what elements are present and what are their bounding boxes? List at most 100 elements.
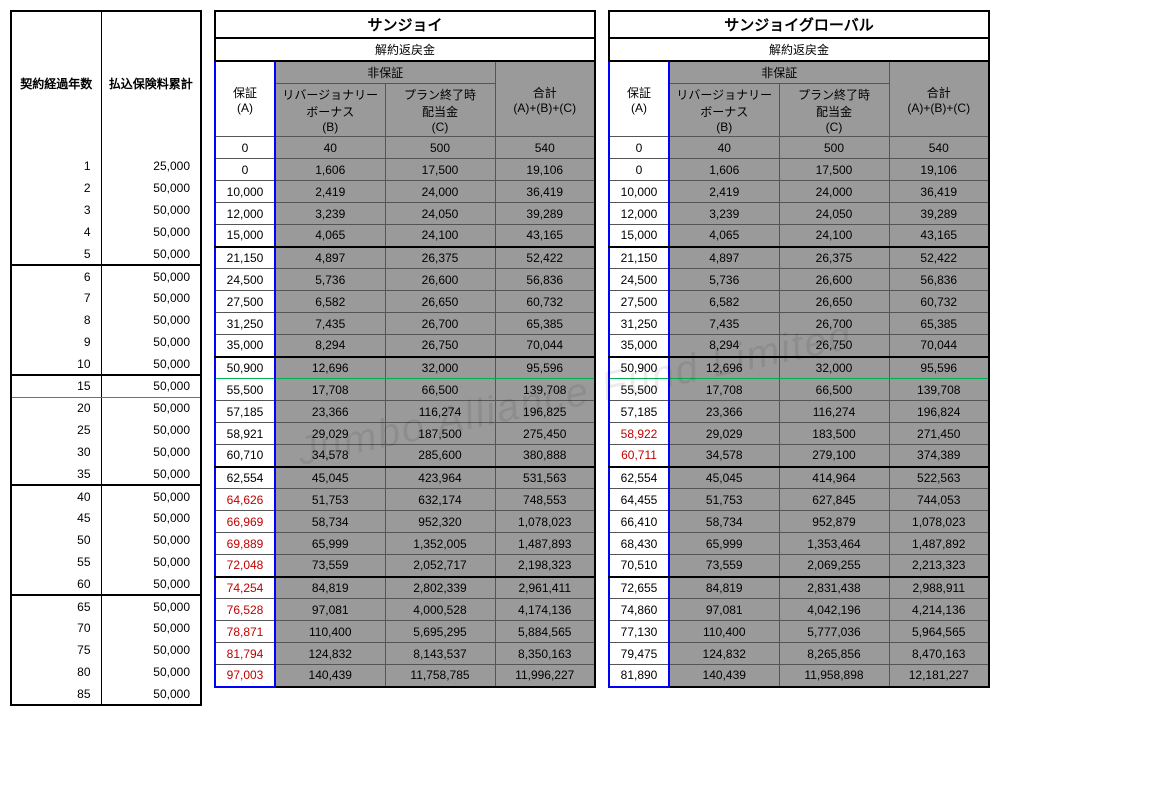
data-row: 72,65584,8192,831,4382,988,911 [609, 577, 989, 599]
left-row: 2050,000 [11, 397, 201, 419]
cell-b: 2,419 [669, 181, 779, 203]
data-row: 15,0004,06524,10043,165 [609, 225, 989, 247]
cell-d: 1,078,023 [495, 511, 595, 533]
data-row: 60,71034,578285,600380,888 [215, 445, 595, 467]
cell-c: 5,777,036 [779, 621, 889, 643]
cell-year: 30 [11, 441, 101, 463]
cell-d: 12,181,227 [889, 665, 989, 687]
cell-d: 4,214,136 [889, 599, 989, 621]
cell-a: 0 [609, 159, 669, 181]
cell-d: 36,419 [889, 181, 989, 203]
cell-premium: 50,000 [101, 375, 201, 397]
cell-b: 17,708 [669, 379, 779, 401]
cell-a: 81,890 [609, 665, 669, 687]
data-row: 040500540 [609, 137, 989, 159]
cell-c: 66,500 [385, 379, 495, 401]
cell-premium: 50,000 [101, 617, 201, 639]
cell-premium: 50,000 [101, 397, 201, 419]
cell-b: 124,832 [669, 643, 779, 665]
left-row: 7550,000 [11, 639, 201, 661]
cell-a: 24,500 [609, 269, 669, 291]
cell-c: 1,353,464 [779, 533, 889, 555]
data-row: 68,43065,9991,353,4641,487,892 [609, 533, 989, 555]
cell-d: 748,553 [495, 489, 595, 511]
product-title: サンジョイグローバル [609, 11, 989, 38]
cell-c: 632,174 [385, 489, 495, 511]
cell-premium: 50,000 [101, 463, 201, 485]
cell-c: 24,050 [779, 203, 889, 225]
cell-d: 380,888 [495, 445, 595, 467]
cell-b: 45,045 [275, 467, 385, 489]
cell-d: 271,450 [889, 423, 989, 445]
cell-c: 26,650 [779, 291, 889, 313]
cell-a: 55,500 [609, 379, 669, 401]
left-row: 750,000 [11, 287, 201, 309]
left-row: 5550,000 [11, 551, 201, 573]
cell-d: 5,884,565 [495, 621, 595, 643]
cell-year: 60 [11, 573, 101, 595]
cell-a: 12,000 [609, 203, 669, 225]
cell-c: 279,100 [779, 445, 889, 467]
data-row: 76,52897,0814,000,5284,174,136 [215, 599, 595, 621]
cell-year: 65 [11, 595, 101, 617]
cell-d: 744,053 [889, 489, 989, 511]
data-row: 35,0008,29426,75070,044 [609, 335, 989, 357]
cell-c: 26,750 [385, 335, 495, 357]
cell-d: 36,419 [495, 181, 595, 203]
cell-a: 68,430 [609, 533, 669, 555]
cell-b: 73,559 [669, 555, 779, 577]
cell-b: 8,294 [275, 335, 385, 357]
data-row: 27,5006,58226,65060,732 [215, 291, 595, 313]
cell-d: 139,708 [495, 379, 595, 401]
cell-c: 26,600 [779, 269, 889, 291]
cell-b: 84,819 [669, 577, 779, 599]
cell-d: 39,289 [495, 203, 595, 225]
cell-year: 8 [11, 309, 101, 331]
left-row: 8550,000 [11, 683, 201, 705]
cell-a: 74,254 [215, 577, 275, 599]
cell-d: 43,165 [889, 225, 989, 247]
cell-d: 1,078,023 [889, 511, 989, 533]
cell-d: 275,450 [495, 423, 595, 445]
cell-a: 57,185 [215, 401, 275, 423]
data-row: 31,2507,43526,70065,385 [215, 313, 595, 335]
cell-a: 79,475 [609, 643, 669, 665]
left-header-year: 契約経過年数 [11, 11, 101, 155]
cell-b: 58,734 [669, 511, 779, 533]
cell-a: 72,655 [609, 577, 669, 599]
cell-b: 45,045 [669, 467, 779, 489]
cell-b: 84,819 [275, 577, 385, 599]
data-row: 60,71134,578279,100374,389 [609, 445, 989, 467]
cell-d: 56,836 [889, 269, 989, 291]
data-row: 50,90012,69632,00095,596 [609, 357, 989, 379]
product-subtitle: 解約返戻金 [215, 38, 595, 61]
left-row: 1550,000 [11, 375, 201, 397]
cell-a: 31,250 [609, 313, 669, 335]
cell-c: 66,500 [779, 379, 889, 401]
cell-a: 72,048 [215, 555, 275, 577]
cell-a: 15,000 [215, 225, 275, 247]
cell-c: 17,500 [779, 159, 889, 181]
data-row: 70,51073,5592,069,2552,213,323 [609, 555, 989, 577]
left-row: 650,000 [11, 265, 201, 287]
cell-b: 8,294 [669, 335, 779, 357]
data-row: 74,25484,8192,802,3392,961,411 [215, 577, 595, 599]
cell-a: 57,185 [609, 401, 669, 423]
cell-d: 2,198,323 [495, 555, 595, 577]
cell-a: 77,130 [609, 621, 669, 643]
cell-year: 20 [11, 397, 101, 419]
left-header-premium: 払込保険料累計 [101, 11, 201, 155]
cell-year: 10 [11, 353, 101, 375]
cell-a: 10,000 [215, 181, 275, 203]
cell-d: 139,708 [889, 379, 989, 401]
cell-c: 952,320 [385, 511, 495, 533]
cell-d: 196,824 [889, 401, 989, 423]
data-row: 97,003140,43911,758,78511,996,227 [215, 665, 595, 687]
left-row: 7050,000 [11, 617, 201, 639]
cell-year: 75 [11, 639, 101, 661]
cell-a: 27,500 [215, 291, 275, 313]
cell-b: 4,897 [275, 247, 385, 269]
cell-d: 522,563 [889, 467, 989, 489]
cell-premium: 50,000 [101, 595, 201, 617]
cell-b: 140,439 [275, 665, 385, 687]
